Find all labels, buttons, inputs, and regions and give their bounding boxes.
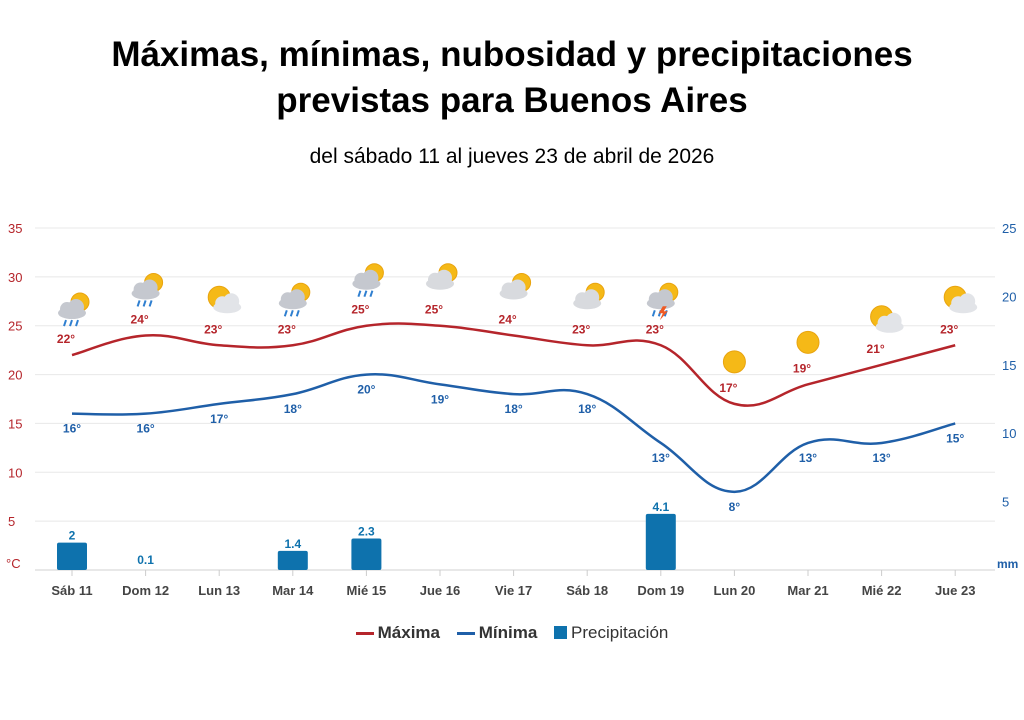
- maxima-label: 22°: [57, 332, 75, 346]
- y-right-tick-label: 20: [1002, 289, 1016, 304]
- y-right-tick-label: 25: [1002, 221, 1016, 236]
- y-right-tick-label: 10: [1002, 426, 1016, 441]
- x-tick-label: Mié 22: [862, 583, 902, 598]
- minima-label: 18°: [505, 402, 523, 416]
- precip-label: 0.1: [137, 553, 154, 567]
- chart-subtitle: del sábado 11 al jueves 23 de abril de 2…: [309, 145, 715, 168]
- maxima-label: 24°: [499, 312, 517, 326]
- minima-label: 16°: [63, 422, 81, 436]
- x-tick-label: Sáb 11: [51, 583, 92, 598]
- legend-swatch: [554, 626, 568, 640]
- cloud-sun-icon: [499, 272, 532, 300]
- chart-title: Máximas, mínimas, nubosidad y precipitac…: [0, 32, 1024, 124]
- minima-label: 19°: [431, 392, 449, 406]
- minima-label: 18°: [578, 402, 596, 416]
- y-left-unit: °C: [6, 556, 21, 571]
- legend-label: Precipitación: [571, 622, 669, 642]
- maxima-label: 25°: [351, 303, 369, 317]
- sun-icon: [796, 330, 820, 354]
- x-tick-label: Mar 14: [272, 583, 314, 598]
- legend: Máxima Mínima Precipitación: [0, 622, 1024, 643]
- y-left-tick-label: 10: [8, 465, 22, 480]
- storm-sun-icon: [646, 282, 679, 321]
- minima-label: 8°: [729, 500, 741, 514]
- maxima-label: 23°: [572, 322, 590, 336]
- maxima-label: 19°: [793, 361, 811, 375]
- rain-sun-icon: [352, 263, 384, 298]
- title-line-2: previstas para Buenos Aires: [276, 81, 748, 120]
- x-tick-label: Jue 16: [420, 583, 460, 598]
- y-left-tick-label: 35: [8, 221, 22, 236]
- minima-label: 15°: [946, 431, 964, 445]
- x-tick-label: Lun 13: [198, 583, 240, 598]
- x-tick-label: Jue 23: [935, 583, 975, 598]
- x-tick-label: Vie 17: [495, 583, 532, 598]
- x-tick-label: Mié 15: [347, 583, 387, 598]
- sun-icon: [722, 350, 746, 374]
- maxima-label: 23°: [940, 322, 958, 336]
- x-tick-label: Lun 20: [713, 583, 755, 598]
- x-tick-label: Mar 21: [787, 583, 828, 598]
- maxima-label: 24°: [131, 312, 149, 326]
- precip-label: 2.3: [358, 525, 375, 539]
- legend-swatch: [456, 631, 475, 635]
- maxima-label: 17°: [719, 381, 737, 395]
- legend-item-precipitacion[interactable]: Precipitación: [554, 622, 668, 643]
- minima-line: [71, 373, 956, 494]
- minima-label: 16°: [137, 422, 155, 436]
- legend-swatch: [355, 631, 374, 635]
- y-right-tick-label: 5: [1002, 495, 1009, 510]
- legend-label: Máxima: [377, 622, 440, 642]
- y-left-tick-label: 20: [8, 368, 22, 383]
- y-right-tick-label: 15: [1002, 358, 1016, 373]
- minima-label: 17°: [210, 412, 228, 426]
- rain-sun-icon: [58, 292, 90, 327]
- precip-label: 1.4: [284, 537, 301, 551]
- cloud-sun-icon: [426, 263, 458, 290]
- y-left-tick-label: 15: [8, 416, 22, 431]
- legend-item-minima[interactable]: Mínima: [456, 622, 538, 643]
- y-left-tick-label: 25: [8, 319, 22, 334]
- sun-cloud-icon: [870, 305, 904, 333]
- maxima-label: 21°: [867, 342, 885, 356]
- maxima-label: 23°: [204, 322, 222, 336]
- sun-cloud-icon: [207, 285, 242, 314]
- maxima-line: [71, 322, 956, 407]
- precip-bar: [645, 513, 676, 570]
- minima-label: 18°: [284, 402, 302, 416]
- minima-label: 13°: [799, 451, 817, 465]
- legend-label: Mínima: [478, 622, 538, 642]
- precip-bar: [351, 538, 382, 570]
- x-tick-label: Sáb 18: [566, 583, 608, 598]
- legend-item-maxima[interactable]: Máxima: [355, 622, 440, 643]
- maxima-label: 25°: [425, 303, 443, 317]
- cloud-sun-icon: [573, 282, 605, 310]
- x-tick-label: Dom 12: [122, 583, 169, 598]
- y-right-unit: mm: [997, 557, 1018, 571]
- sun-cloud-icon: [943, 285, 978, 314]
- title-line-1: Máximas, mínimas, nubosidad y precipitac…: [111, 35, 913, 74]
- minima-label: 13°: [873, 451, 891, 465]
- precip-label: 2: [69, 529, 76, 543]
- y-left-tick-label: 30: [8, 270, 22, 285]
- y-left-tick-label: 5: [8, 514, 15, 529]
- minima-label: 13°: [652, 451, 670, 465]
- precip-bar: [277, 550, 308, 570]
- precip-label: 4.1: [652, 500, 669, 514]
- maxima-label: 23°: [646, 322, 664, 336]
- maxima-label: 23°: [278, 322, 296, 336]
- precip-bar: [57, 542, 87, 570]
- rain-sun-icon: [131, 272, 164, 307]
- x-tick-label: Dom 19: [637, 583, 684, 598]
- rain-sun-icon: [278, 282, 311, 317]
- minima-label: 20°: [357, 383, 375, 397]
